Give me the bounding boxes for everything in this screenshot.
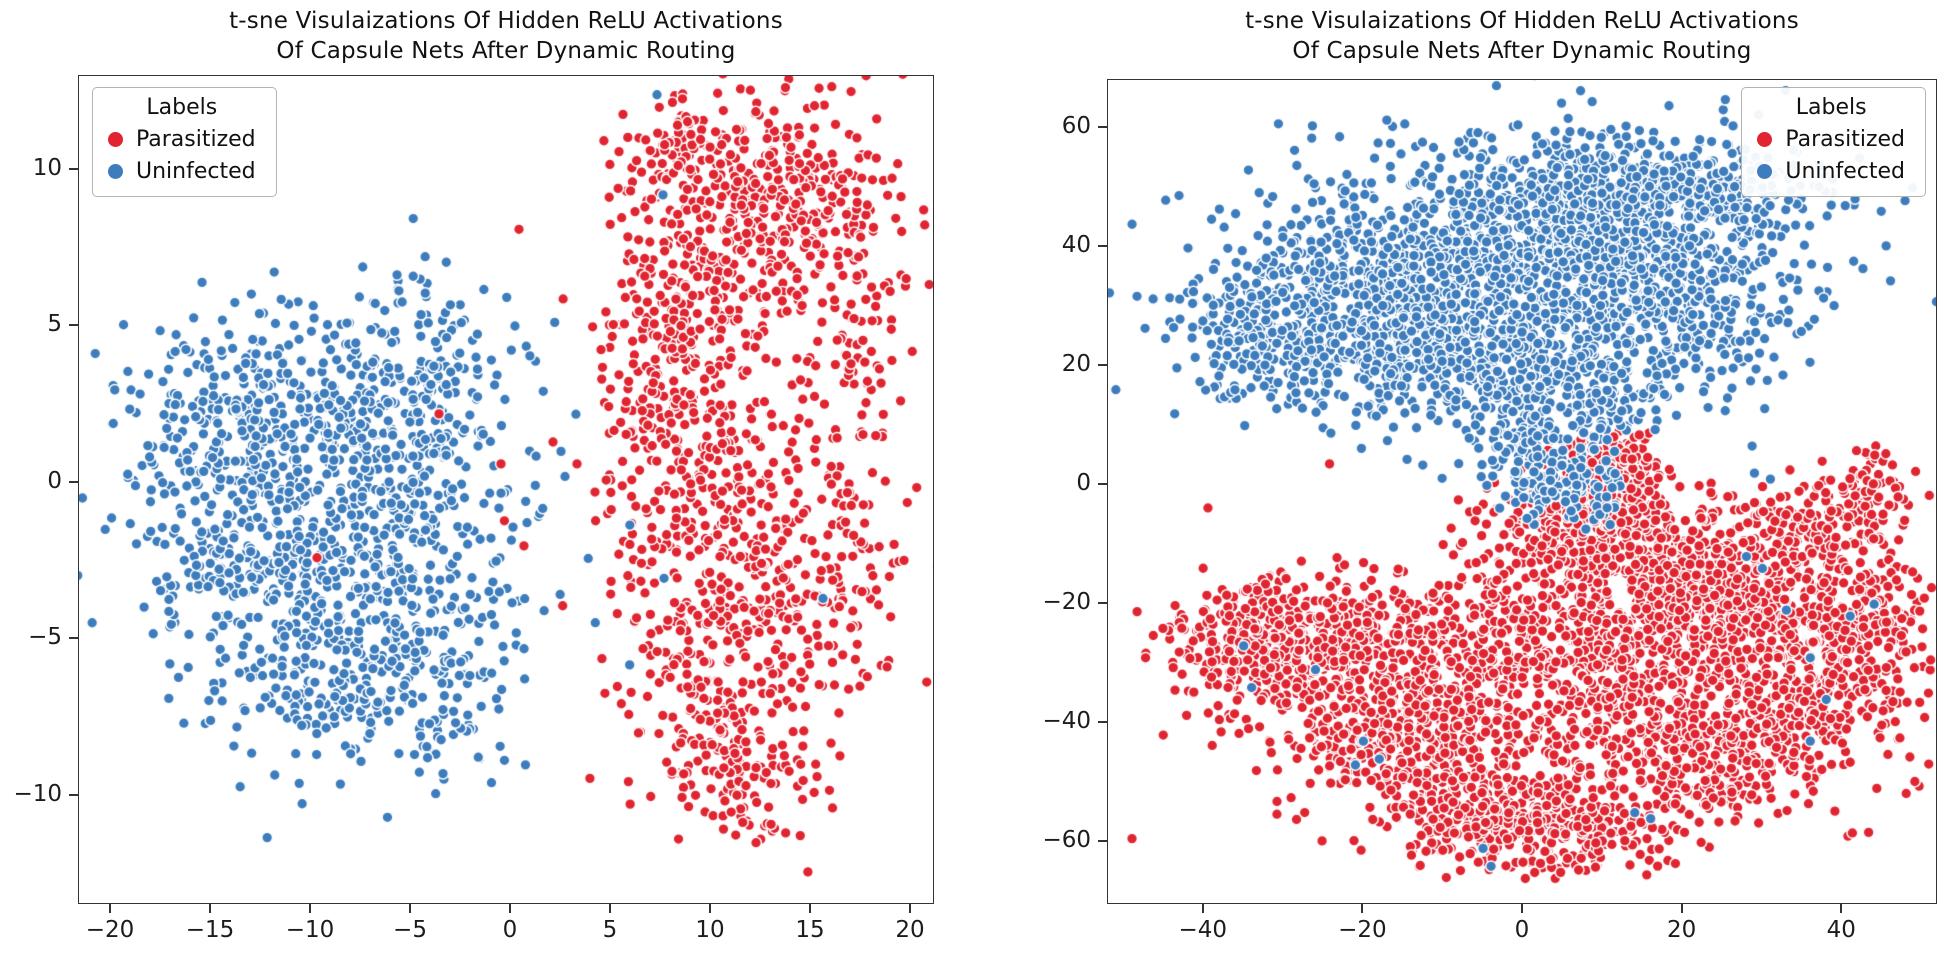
left-legend: Labels Parasitized Uninfected xyxy=(92,87,277,197)
y-tick-label: 0 xyxy=(1076,470,1091,497)
legend-label-uninfected: Uninfected xyxy=(1785,159,1905,184)
parasitized-marker-icon xyxy=(1757,132,1773,147)
y-tick-mark xyxy=(1098,602,1107,605)
x-tick-label: −10 xyxy=(285,917,335,943)
right-scatter-points xyxy=(1108,80,1936,903)
x-tick-mark xyxy=(309,904,311,913)
x-tick-label: 0 xyxy=(1514,917,1530,943)
left-chart-title-line1: t-sne Visulaizations Of Hidden ReLU Acti… xyxy=(229,8,783,34)
x-tick-mark xyxy=(1680,904,1683,913)
x-tick-label: 20 xyxy=(895,917,925,943)
x-tick-label: −20 xyxy=(1338,917,1387,943)
left-chart-title: t-sne Visulaizations Of Hidden ReLU Acti… xyxy=(78,6,934,66)
y-tick-mark xyxy=(1098,125,1107,128)
x-tick-label: 40 xyxy=(1826,917,1856,943)
x-tick-label: 5 xyxy=(602,917,618,943)
y-tick-mark xyxy=(69,637,78,640)
right-chart-title: t-sne Visulaizations Of Hidden ReLU Acti… xyxy=(1107,6,1937,66)
y-tick-label: −40 xyxy=(1042,708,1091,735)
y-tick-mark xyxy=(1098,840,1107,843)
right-chart-title-line1: t-sne Visulaizations Of Hidden ReLU Acti… xyxy=(1245,8,1799,34)
y-tick-mark xyxy=(1098,363,1107,366)
uninfected-marker-icon xyxy=(108,164,123,179)
x-tick-label: −20 xyxy=(85,917,135,943)
x-tick-label: −15 xyxy=(185,917,235,943)
right-legend: Labels Parasitized Uninfected xyxy=(1741,87,1926,197)
y-tick-label: 5 xyxy=(47,311,62,338)
right-plot-area: Labels Parasitized Uninfected xyxy=(1107,79,1937,904)
x-tick-mark xyxy=(109,904,111,913)
x-tick-label: 10 xyxy=(695,917,725,943)
x-tick-label: −5 xyxy=(393,917,427,943)
y-tick-label: 20 xyxy=(1061,350,1091,377)
x-tick-mark xyxy=(409,904,411,913)
y-tick-label: −5 xyxy=(28,624,62,651)
parasitized-marker-icon xyxy=(108,132,123,147)
y-tick-label: 10 xyxy=(32,154,62,181)
legend-entry-parasitized: Parasitized xyxy=(108,127,256,152)
y-tick-label: 40 xyxy=(1061,231,1091,258)
y-tick-label: −20 xyxy=(1042,589,1091,616)
x-tick-label: 20 xyxy=(1666,917,1697,943)
x-tick-mark xyxy=(1840,904,1843,913)
x-tick-mark xyxy=(709,904,711,913)
legend-label-parasitized: Parasitized xyxy=(136,127,256,152)
y-tick-mark xyxy=(1098,483,1107,486)
x-tick-mark xyxy=(609,904,611,913)
x-tick-mark xyxy=(809,904,811,913)
x-tick-mark xyxy=(1201,904,1204,913)
legend-title: Labels xyxy=(146,95,218,120)
x-tick-mark xyxy=(209,904,211,913)
x-tick-mark xyxy=(909,904,911,913)
left-scatter-points xyxy=(79,76,933,903)
y-tick-mark xyxy=(1098,244,1107,247)
legend-title: Labels xyxy=(1795,95,1867,120)
uninfected-marker-icon xyxy=(1757,164,1773,179)
x-tick-label: −40 xyxy=(1178,917,1228,943)
y-tick-mark xyxy=(1098,721,1107,724)
y-tick-mark xyxy=(69,324,78,327)
y-tick-mark xyxy=(69,480,78,483)
y-tick-label: 60 xyxy=(1061,112,1091,139)
legend-entry-uninfected: Uninfected xyxy=(1757,159,1905,184)
y-tick-label: 0 xyxy=(47,467,62,494)
y-tick-mark xyxy=(69,167,78,170)
x-tick-mark xyxy=(1521,904,1523,913)
y-tick-label: −10 xyxy=(13,780,62,807)
legend-entry-parasitized: Parasitized xyxy=(1757,127,1905,152)
y-tick-label: −60 xyxy=(1042,827,1091,854)
x-tick-mark xyxy=(1361,904,1364,913)
y-tick-mark xyxy=(69,793,78,796)
left-chart-title-line2: Of Capsule Nets After Dynamic Routing xyxy=(276,38,736,64)
x-tick-mark xyxy=(509,904,511,913)
right-chart-title-line2: Of Capsule Nets After Dynamic Routing xyxy=(1292,38,1752,64)
x-tick-label: 15 xyxy=(795,917,825,943)
x-tick-label: 0 xyxy=(502,917,518,943)
legend-label-parasitized: Parasitized xyxy=(1785,127,1905,152)
legend-entry-uninfected: Uninfected xyxy=(108,159,256,184)
legend-label-uninfected: Uninfected xyxy=(136,159,256,184)
left-plot-area: Labels Parasitized Uninfected xyxy=(78,75,934,904)
